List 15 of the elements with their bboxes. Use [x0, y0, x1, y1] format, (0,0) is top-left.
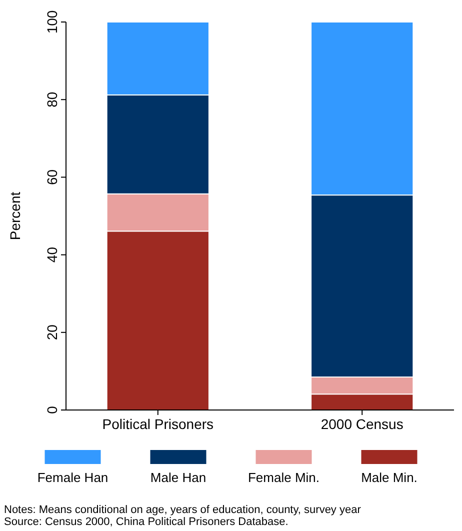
y-tick-label: 20 — [44, 324, 60, 340]
legend-label: Female Min. — [248, 470, 320, 485]
y-axis-title: Percent — [7, 192, 23, 240]
y-tick-label: 80 — [44, 92, 60, 108]
legend-label: Male Han — [150, 470, 206, 485]
x-tick-label: Political Prisoners — [102, 416, 214, 432]
legend-label: Male Min. — [361, 470, 418, 485]
legend-label: Female Han — [37, 470, 108, 485]
x-tick-label: 2000 Census — [320, 416, 404, 432]
y-tick-label: 40 — [44, 246, 60, 263]
y-tick-label: 60 — [44, 169, 60, 185]
text: Notes: Means conditional on age, years of education, county, survey year — [4, 504, 362, 516]
y-tick-label: 0 — [44, 406, 60, 414]
source-note: Source: Census 2000, China Political Prisoners Database. — [4, 516, 288, 528]
y-tick-label: 100 — [44, 10, 60, 34]
